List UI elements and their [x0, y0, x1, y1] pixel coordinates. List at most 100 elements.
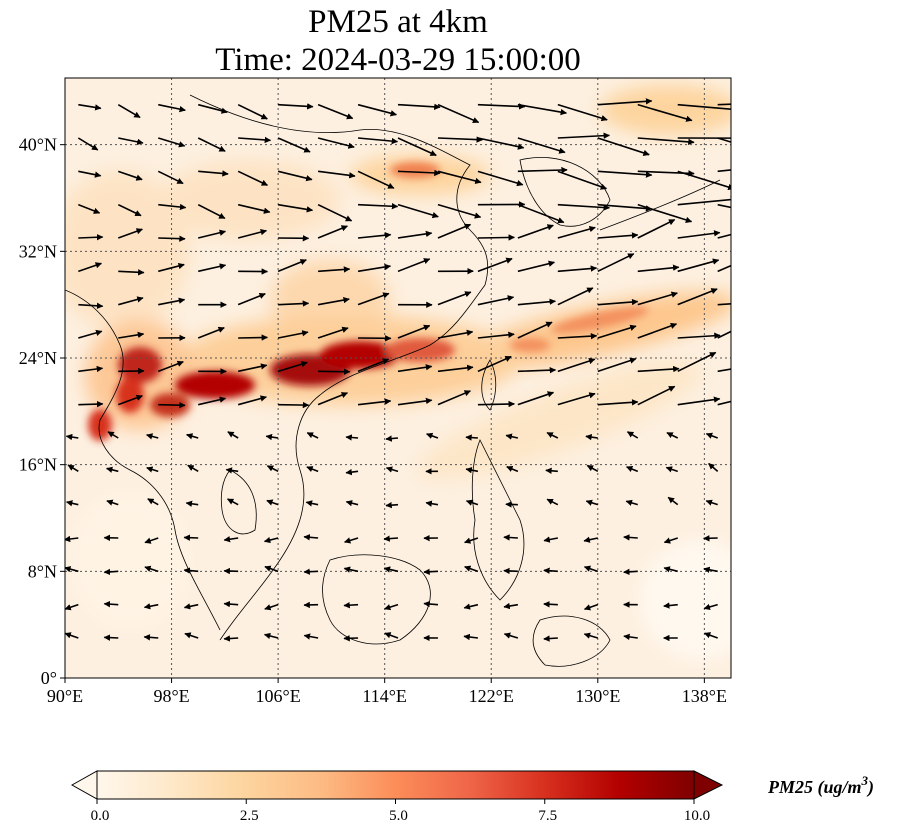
wind-arrow	[597, 298, 639, 306]
wind-arrow	[626, 431, 639, 439]
wind-arrow	[317, 137, 355, 149]
wind-arrow	[465, 434, 478, 441]
wind-arrow	[557, 357, 596, 373]
wind-arrow	[583, 565, 599, 573]
wind-arrow	[266, 465, 279, 473]
wind-arrow	[198, 396, 227, 406]
wind-arrow	[264, 603, 279, 611]
wind-arrow	[557, 225, 596, 239]
wind-arrow	[383, 535, 399, 542]
wind-arrow	[637, 365, 680, 373]
wind-arrow	[517, 203, 565, 224]
wind-arrow	[117, 103, 141, 119]
wind-arrow	[623, 568, 638, 576]
wind-arrow	[65, 535, 79, 543]
lon-tick-label: 130°E	[575, 686, 620, 706]
wind-arrow	[465, 499, 479, 506]
wind-arrow	[118, 296, 144, 306]
wind-arrow	[464, 565, 479, 573]
wind-arrow	[477, 170, 524, 187]
wind-arrow	[717, 264, 731, 273]
wind-arrow	[705, 499, 718, 506]
wind-arrow	[147, 498, 159, 506]
wind-arrow	[103, 600, 119, 608]
wind-arrow	[158, 137, 186, 148]
wind-arrow	[477, 257, 513, 273]
wind-arrow	[385, 466, 399, 473]
wind-arrow	[437, 291, 472, 306]
wind-arrow	[317, 225, 348, 239]
wind-arrow	[637, 264, 680, 273]
wind-arrow	[317, 103, 354, 120]
wind-arrow	[717, 368, 731, 373]
wind-arrow	[423, 568, 439, 575]
wind-arrow	[503, 534, 518, 541]
wind-arrow	[437, 170, 482, 185]
wind-arrow	[238, 136, 272, 144]
wind-arrow	[65, 500, 79, 507]
wind-arrow	[397, 258, 431, 273]
wind-arrow	[65, 603, 79, 611]
wind-arrow	[465, 467, 479, 474]
wind-arrow	[637, 385, 676, 406]
lat-tick-label: 40°N	[19, 135, 57, 155]
wind-arrow	[717, 103, 731, 106]
wind-arrow	[677, 288, 718, 306]
wind-arrow	[237, 229, 268, 239]
wind-arrow	[343, 601, 359, 609]
wind-arrow	[717, 137, 731, 143]
map-frame	[64, 77, 732, 679]
wind-arrow	[317, 296, 350, 306]
wind-arrow	[543, 567, 558, 574]
wind-arrow	[546, 431, 559, 439]
wind-arrow	[708, 462, 719, 472]
wind-arrow	[583, 603, 599, 611]
lon-tick-label: 98°E	[153, 686, 189, 706]
wind-arrow	[663, 566, 678, 573]
wind-arrow	[158, 203, 187, 211]
wind-arrow	[357, 358, 390, 373]
wind-arrow	[583, 632, 599, 639]
wind-arrow	[717, 400, 731, 406]
wind-arrow	[357, 398, 392, 406]
wind-arrow	[437, 329, 474, 339]
wind-arrow	[78, 170, 102, 178]
wind-arrow	[266, 499, 279, 506]
wind-arrow	[557, 332, 598, 340]
wind-arrow	[597, 324, 637, 339]
wind-arrow	[78, 365, 104, 373]
wind-arrow	[717, 233, 731, 239]
map-subtitle-time: Time: 2024-03-29 15:00:00	[215, 42, 581, 78]
wind-arrow	[118, 170, 143, 181]
wind-arrow	[437, 390, 471, 406]
wind-arrow	[597, 357, 637, 373]
wind-arrow	[78, 302, 104, 310]
wind-arrow	[103, 634, 119, 641]
wind-arrow	[343, 566, 359, 573]
wind-arrow	[677, 332, 721, 339]
wind-arrow	[277, 361, 308, 373]
wind-arrow	[277, 330, 309, 339]
lat-axis: 0° 8°N 16°N 24°N 32°N 40°N	[19, 135, 65, 688]
wind-arrow	[463, 603, 479, 610]
wind-arrow	[557, 132, 611, 139]
wind-arrow	[517, 366, 557, 374]
wind-arrow	[437, 136, 483, 143]
wind-arrow	[183, 603, 199, 610]
wind-arrow	[158, 235, 186, 242]
wind-arrow	[663, 602, 678, 609]
wind-arrow	[717, 330, 731, 339]
wind-arrow	[317, 326, 349, 339]
wind-arrow	[223, 536, 239, 543]
wind-arrow	[477, 331, 515, 339]
wind-arrow	[517, 166, 568, 174]
wind-arrow	[545, 467, 558, 474]
wind-arrow	[78, 203, 101, 214]
wind-arrow	[677, 258, 720, 273]
wind-arrow	[358, 203, 399, 210]
wind-arrow	[158, 103, 186, 113]
wind-arrow	[597, 253, 635, 273]
wind-arrow	[517, 298, 556, 306]
wind-arrow	[357, 263, 392, 273]
